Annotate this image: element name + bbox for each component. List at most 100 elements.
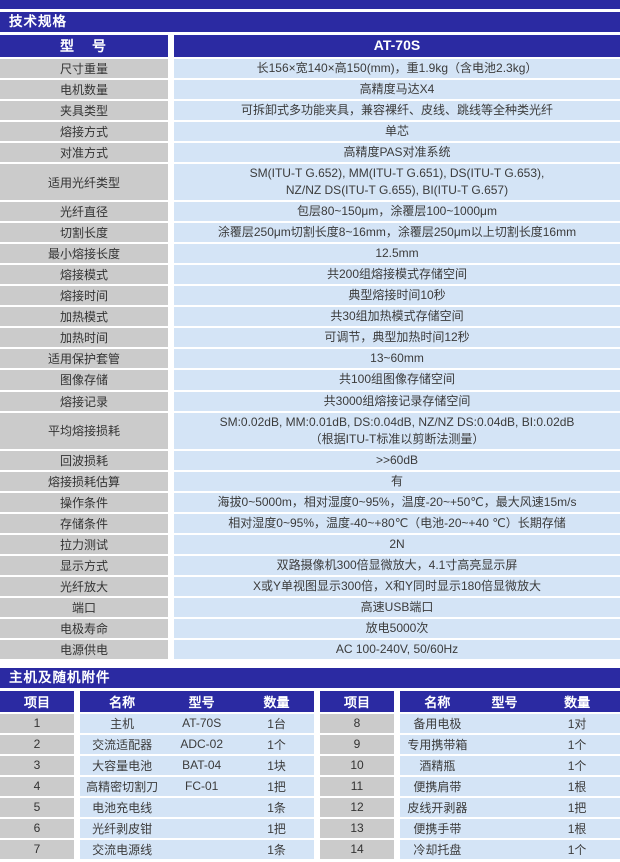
accessories-row-group-right: 专用携带箱 1个 (400, 734, 620, 754)
spec-row: 熔接模式 共200组熔接模式存储空间 (0, 265, 620, 285)
item-name: 电池充电线 (92, 800, 153, 815)
spec-row: 显示方式 双路摄像机300倍显微放大，4.1寸高亮显示屏 (0, 555, 620, 575)
item-name: 酒精瓶 (419, 758, 456, 773)
spec-value: 单芯 (174, 122, 620, 142)
item-name: 交流适配器 (92, 737, 153, 752)
item-name: 便携手带 (413, 821, 462, 836)
item-qty: 1把 (567, 800, 587, 815)
accessories-row-group-left: 主机 AT-70S 1台 (80, 713, 314, 733)
item-model (475, 735, 534, 754)
spec-label: 尺寸重量 (0, 59, 168, 79)
spec-label: 熔接时间 (0, 286, 168, 306)
spec-label: 电极寿命 (0, 618, 168, 638)
item-name: 冷却托盘 (413, 842, 462, 857)
spec-row: 熔接时间 典型熔接时间10秒 (0, 286, 620, 306)
item-name: 交流电源线 (92, 842, 153, 857)
accessories-row-group-left: 光纤剥皮钳 1把 (80, 818, 314, 838)
accessories-row: 6 光纤剥皮钳 1把 13 便携手带 1根 (0, 818, 620, 838)
accessories-row: 2 交流适配器 ADC-02 1个 9 专用携带箱 1个 (0, 734, 620, 754)
accessories-header-group-left: 名称 型号 数量 (80, 690, 314, 712)
accessories-row-group-left: 大容量电池 BAT-04 1块 (80, 755, 314, 775)
spec-table: 型 号 AT-70S 尺寸重量 长156×宽140×高150(mm)，重1.9k… (0, 35, 620, 659)
item-qty: 1条 (267, 800, 286, 815)
item-qty: 1对 (567, 716, 587, 731)
spec-value: 共30组加热模式存储空间 (174, 307, 620, 327)
spec-row: 存储条件 相对湿度0~95%，温度-40~+80℃（电池-20~+40 ℃）长期… (0, 513, 620, 533)
spec-row: 端口 高速USB端口 (0, 597, 620, 617)
item-model (475, 714, 534, 733)
top-border-strip (0, 0, 620, 9)
spec-row: 光纤直径 包层80~150μm，涂覆层100~1000μm (0, 202, 620, 222)
item-number: 8 (320, 713, 394, 733)
spec-row: 电源供电 AC 100-240V, 50/60Hz (0, 639, 620, 659)
accessories-row-group-right: 皮线开剥器 1把 (400, 797, 620, 817)
spec-row: 平均熔接损耗 SM:0.02dB, MM:0.01dB, DS:0.04dB, … (0, 412, 620, 449)
spec-value: 涂覆层250μm切割长度8~16mm，涂覆层250μm以上切割长度16mm (174, 223, 620, 243)
spec-label: 操作条件 (0, 492, 168, 512)
item-number: 3 (0, 755, 74, 775)
item-model (164, 840, 239, 859)
spec-value: 放电5000次 (174, 618, 620, 638)
accessories-header-row: 项目 名称 型号 数量 项目 名称 型号 数量 (0, 690, 620, 712)
spec-value: 13~60mm (174, 349, 620, 369)
item-model: AT-70S (182, 716, 222, 731)
item-number: 7 (0, 839, 74, 859)
item-qty: 1把 (267, 779, 286, 794)
spec-row: 电机数量 高精度马达X4 (0, 80, 620, 100)
spec-label: 光纤放大 (0, 576, 168, 596)
spec-value: 可拆卸式多功能夹具，兼容裸纤、皮线、跳线等全种类光纤 (174, 101, 620, 121)
spec-row: 拉力测试 2N (0, 534, 620, 554)
spec-row: 熔接记录 共3000组熔接记录存储空间 (0, 391, 620, 411)
col-header-qty: 数量 (564, 694, 591, 710)
spec-label: 图像存储 (0, 370, 168, 390)
spec-value: AC 100-240V, 50/60Hz (174, 639, 620, 659)
spec-row: 适用光纤类型 SM(ITU-T G.652), MM(ITU-T G.651),… (0, 164, 620, 201)
spec-value: 有 (174, 471, 620, 491)
col-header-model: 型号 (491, 694, 518, 710)
item-name: 便携肩带 (413, 779, 462, 794)
item-qty: 1根 (567, 821, 587, 836)
accessories-row: 1 主机 AT-70S 1台 8 备用电极 1对 (0, 713, 620, 733)
spec-label: 夹具类型 (0, 101, 168, 121)
spec-label: 加热时间 (0, 328, 168, 348)
spec-row: 最小熔接长度 12.5mm (0, 244, 620, 264)
spec-label: 熔接记录 (0, 391, 168, 411)
item-qty: 1个 (567, 842, 587, 857)
item-qty: 1根 (567, 779, 587, 794)
item-number: 9 (320, 734, 394, 754)
item-model (164, 798, 239, 817)
accessories-row-group-right: 备用电极 1对 (400, 713, 620, 733)
accessories-row: 7 交流电源线 1条 14 冷却托盘 1个 (0, 839, 620, 859)
spec-label: 切割长度 (0, 223, 168, 243)
item-name: 主机 (110, 716, 135, 731)
accessories-row: 3 大容量电池 BAT-04 1块 10 酒精瓶 1个 (0, 755, 620, 775)
accessories-section-title: 主机及随机附件 (0, 667, 620, 688)
spec-label: 光纤直径 (0, 202, 168, 222)
spec-value: 高精度马达X4 (174, 80, 620, 100)
accessories-row-group-right: 便携手带 1根 (400, 818, 620, 838)
accessories-row-group-right: 便携肩带 1根 (400, 776, 620, 796)
spec-label: 电源供电 (0, 639, 168, 659)
col-header-model: 型号 (188, 694, 215, 710)
item-model (164, 819, 239, 838)
item-model: ADC-02 (180, 737, 224, 752)
spec-value: 包层80~150μm，涂覆层100~1000μm (174, 202, 620, 222)
model-header-row: 型 号 AT-70S (0, 35, 620, 57)
spec-value: 海拔0~5000m，相对湿度0~95%，温度-20~+50℃，最大风速15m/s (174, 492, 620, 512)
spec-row: 熔接损耗估算 有 (0, 471, 620, 491)
spec-row: 尺寸重量 长156×宽140×高150(mm)，重1.9kg（含电池2.3kg） (0, 59, 620, 79)
accessories-row-group-left: 电池充电线 1条 (80, 797, 314, 817)
spec-row: 回波损耗 >>60dB (0, 450, 620, 470)
item-number: 4 (0, 776, 74, 796)
item-model (475, 798, 534, 817)
col-header-item: 项目 (0, 690, 74, 712)
accessories-row-group-left: 交流适配器 ADC-02 1个 (80, 734, 314, 754)
spec-row: 对准方式 高精度PAS对准系统 (0, 143, 620, 163)
item-qty: 1个 (567, 758, 587, 773)
item-model (475, 756, 534, 775)
spec-value: 12.5mm (174, 244, 620, 264)
spec-row: 适用保护套管 13~60mm (0, 349, 620, 369)
spec-row: 电极寿命 放电5000次 (0, 618, 620, 638)
item-name: 专用携带箱 (407, 737, 468, 752)
item-qty: 1个 (567, 737, 587, 752)
